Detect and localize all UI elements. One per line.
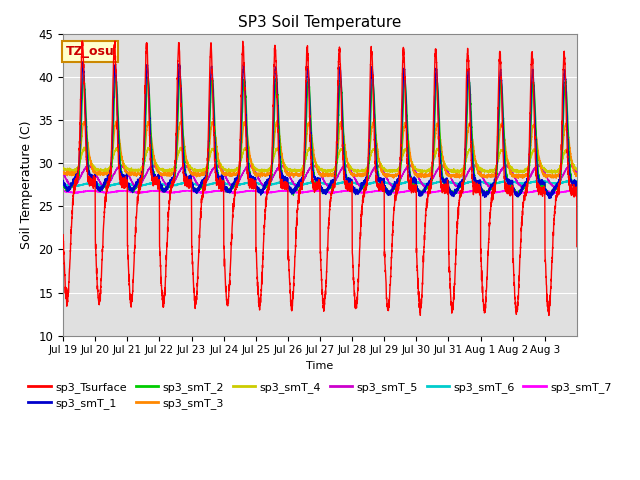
sp3_Tsurface — [461, 154, 468, 159]
sp3_smT_6 — [573, 179, 580, 184]
sp3_smT_5 — [486, 183, 493, 189]
sp3_smT_4 — [461, 161, 468, 167]
sp3_smT_2 — [339, 110, 347, 116]
sp3_smT_6 — [367, 180, 374, 186]
sp3_smT_6 — [461, 180, 468, 186]
sp3_smT_6 — [499, 179, 507, 184]
sp3_smT_2 — [60, 183, 67, 189]
sp3_smT_7 — [486, 190, 493, 195]
sp3_Tsurface — [79, 38, 86, 44]
sp3_smT_1 — [461, 160, 468, 166]
sp3_smT_1 — [545, 195, 553, 201]
Line: sp3_smT_1: sp3_smT_1 — [63, 62, 577, 198]
sp3_smT_4 — [60, 166, 67, 171]
sp3_smT_7 — [367, 189, 374, 195]
sp3_smT_3 — [166, 173, 173, 179]
sp3_smT_3 — [499, 125, 507, 131]
sp3_Tsurface — [166, 194, 173, 200]
sp3_smT_4 — [81, 144, 88, 150]
sp3_Tsurface — [499, 151, 507, 156]
sp3_smT_4 — [339, 147, 347, 153]
sp3_smT_1 — [79, 59, 87, 65]
sp3_smT_3 — [339, 128, 347, 133]
sp3_smT_3 — [60, 171, 67, 177]
sp3_smT_1 — [367, 101, 374, 107]
sp3_smT_6 — [570, 178, 578, 183]
sp3_smT_2 — [461, 169, 468, 175]
sp3_smT_2 — [80, 72, 88, 78]
sp3_smT_5 — [166, 183, 173, 189]
Line: sp3_smT_7: sp3_smT_7 — [63, 191, 577, 193]
sp3_smT_3 — [515, 176, 522, 181]
sp3_smT_7 — [472, 188, 479, 193]
sp3_smT_3 — [367, 142, 374, 147]
Line: sp3_smT_2: sp3_smT_2 — [63, 75, 577, 197]
sp3_smT_5 — [198, 185, 205, 191]
sp3_smT_3 — [486, 173, 493, 179]
Y-axis label: Soil Temperature (C): Soil Temperature (C) — [20, 120, 33, 249]
Text: TZ_osu: TZ_osu — [66, 45, 115, 58]
sp3_smT_4 — [573, 167, 580, 173]
sp3_smT_3 — [461, 160, 468, 166]
sp3_smT_7 — [573, 188, 580, 194]
sp3_smT_6 — [339, 180, 347, 185]
sp3_smT_4 — [552, 170, 559, 176]
sp3_smT_3 — [573, 173, 580, 179]
sp3_smT_7 — [461, 189, 468, 195]
sp3_smT_1 — [486, 185, 493, 191]
Title: SP3 Soil Temperature: SP3 Soil Temperature — [238, 15, 402, 30]
sp3_smT_5 — [461, 176, 468, 181]
sp3_smT_2 — [486, 185, 493, 191]
sp3_smT_7 — [166, 190, 173, 195]
sp3_smT_2 — [499, 107, 507, 113]
sp3_Tsurface — [339, 156, 347, 162]
sp3_smT_2 — [514, 194, 522, 200]
sp3_smT_5 — [60, 170, 67, 176]
sp3_smT_2 — [573, 187, 580, 192]
sp3_Tsurface — [60, 232, 67, 238]
sp3_smT_4 — [486, 167, 493, 172]
X-axis label: Time: Time — [307, 361, 333, 371]
sp3_smT_5 — [339, 165, 347, 170]
sp3_smT_5 — [367, 172, 374, 178]
sp3_Tsurface — [486, 215, 493, 221]
Line: sp3_Tsurface: sp3_Tsurface — [63, 41, 577, 315]
sp3_smT_5 — [534, 162, 542, 168]
sp3_smT_1 — [499, 122, 507, 128]
Line: sp3_smT_3: sp3_smT_3 — [63, 121, 577, 179]
Line: sp3_smT_6: sp3_smT_6 — [63, 180, 577, 186]
Line: sp3_smT_5: sp3_smT_5 — [63, 165, 577, 188]
sp3_Tsurface — [367, 69, 374, 74]
sp3_Tsurface — [573, 244, 580, 250]
sp3_smT_5 — [573, 170, 580, 176]
sp3_smT_2 — [166, 181, 173, 187]
sp3_smT_1 — [573, 188, 580, 193]
sp3_smT_1 — [339, 130, 347, 135]
sp3_smT_4 — [367, 153, 374, 159]
sp3_smT_1 — [60, 178, 67, 183]
sp3_smT_3 — [273, 118, 281, 124]
sp3_smT_1 — [166, 180, 173, 186]
Line: sp3_smT_4: sp3_smT_4 — [63, 147, 577, 173]
sp3_smT_7 — [552, 190, 560, 196]
sp3_smT_6 — [70, 183, 78, 189]
sp3_smT_6 — [486, 180, 493, 186]
sp3_smT_5 — [499, 165, 507, 171]
sp3_Tsurface — [545, 312, 553, 318]
sp3_smT_6 — [60, 181, 67, 187]
sp3_smT_2 — [367, 125, 374, 131]
sp3_smT_4 — [499, 149, 507, 155]
sp3_smT_4 — [166, 166, 173, 172]
Legend: sp3_Tsurface, sp3_smT_1, sp3_smT_2, sp3_smT_3, sp3_smT_4, sp3_smT_5, sp3_smT_6, : sp3_Tsurface, sp3_smT_1, sp3_smT_2, sp3_… — [24, 377, 616, 414]
sp3_smT_7 — [60, 188, 67, 194]
sp3_smT_6 — [166, 182, 173, 188]
sp3_smT_7 — [499, 189, 507, 194]
sp3_smT_7 — [339, 189, 346, 194]
